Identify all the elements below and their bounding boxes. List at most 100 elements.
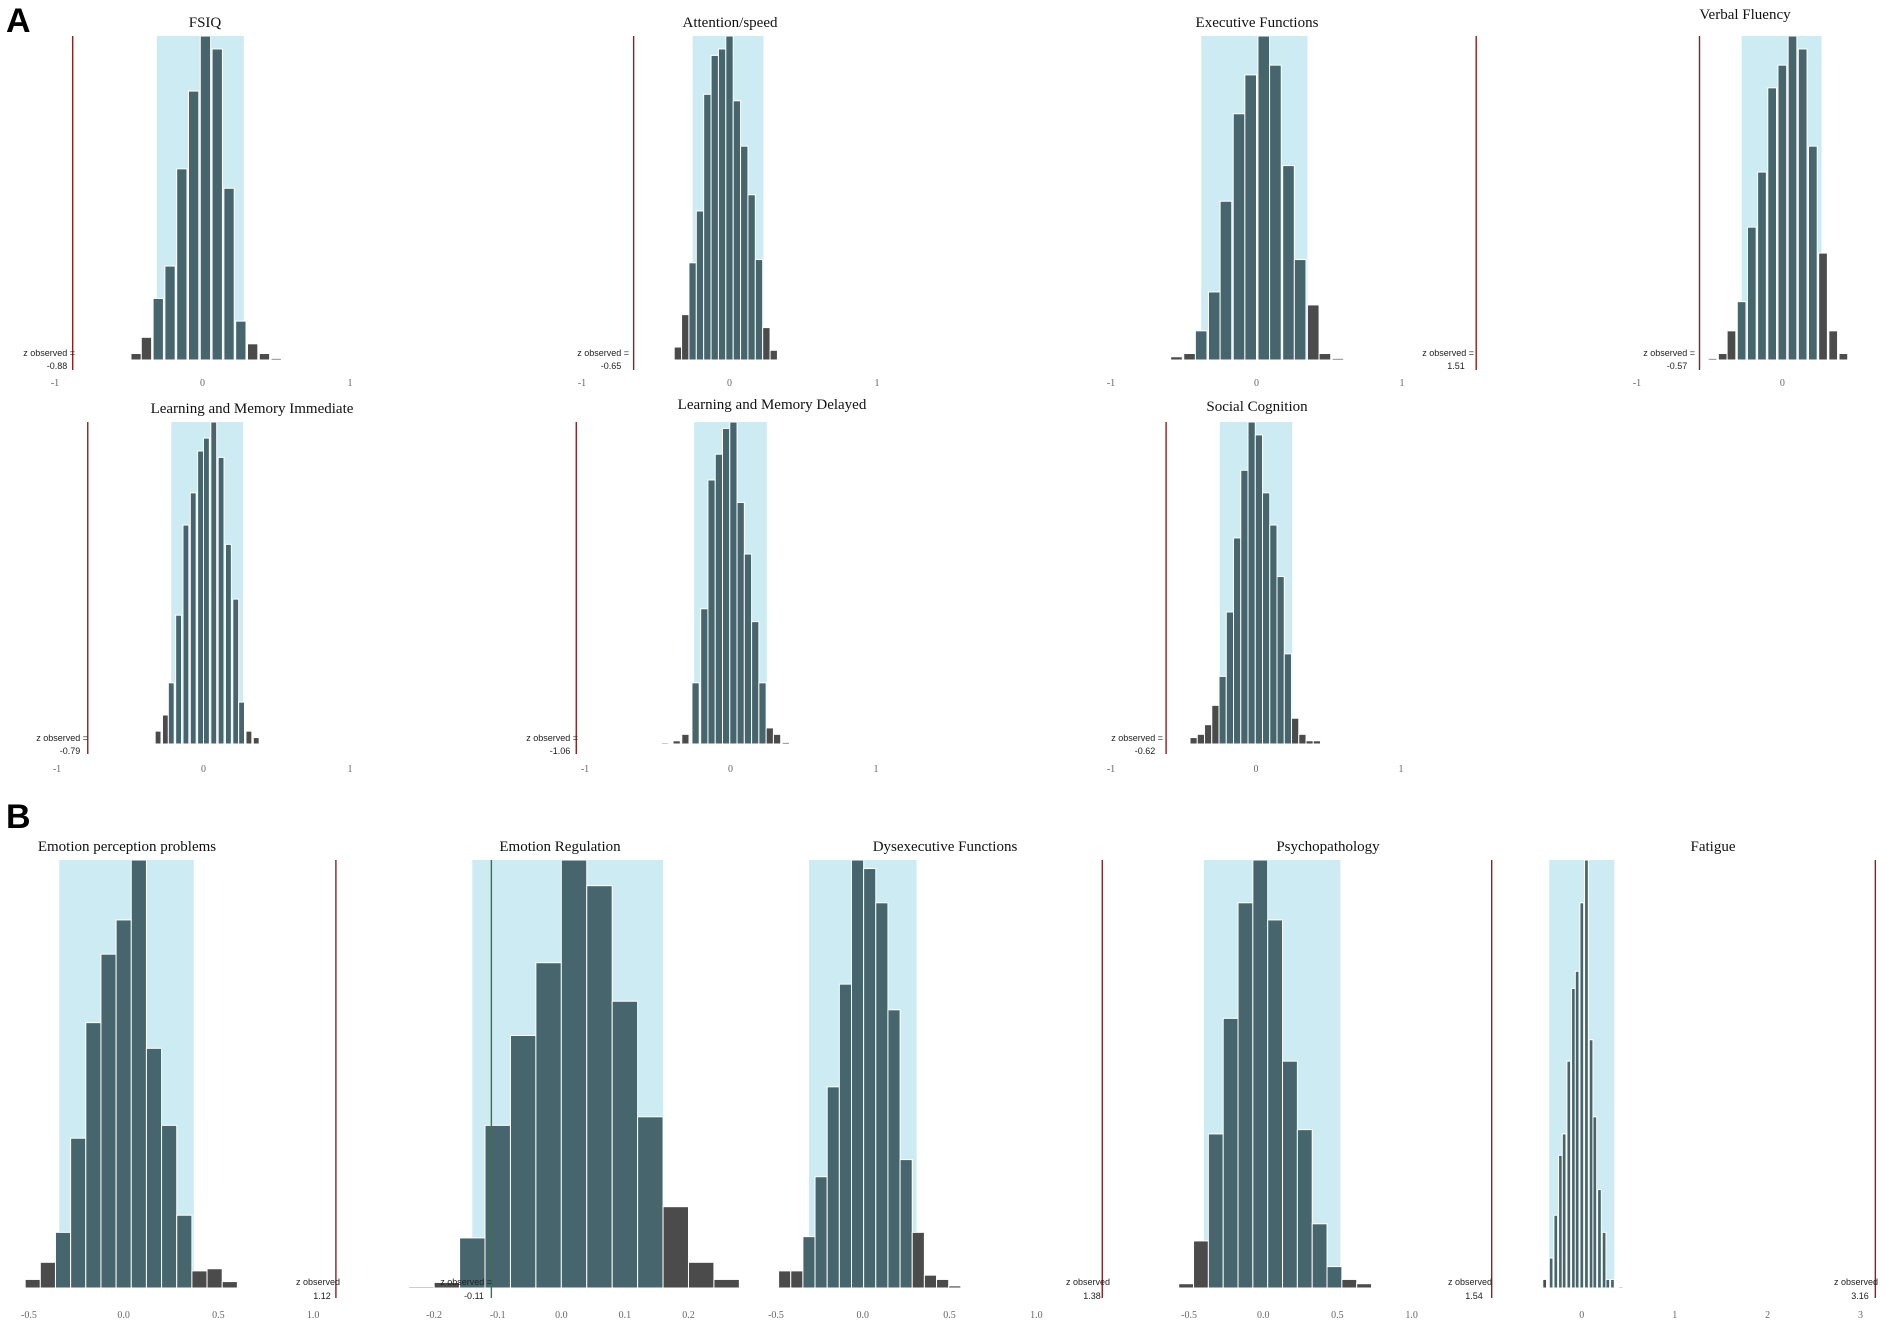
histogram-bar: [191, 1270, 208, 1289]
histogram-bar: [189, 492, 197, 745]
histogram-bar: [1283, 653, 1293, 745]
histogram-bar: [725, 35, 734, 361]
tick-label: 0: [200, 378, 205, 389]
histogram-bar: [662, 1206, 689, 1289]
tick-label: 0.5: [943, 1310, 956, 1321]
histogram-bar: [778, 1270, 792, 1289]
histogram-bar: [1305, 740, 1314, 745]
histogram-bar: [1356, 1283, 1373, 1289]
tick-label: -0.1: [490, 1310, 506, 1321]
tick-label: 1: [1399, 764, 1404, 775]
histogram-bar: [1548, 1257, 1554, 1289]
histogram-bar: [100, 953, 117, 1289]
histogram-bar: [751, 621, 760, 745]
z-observed-label: z observed: [1448, 1277, 1492, 1287]
z-observed-label: z observed: [1066, 1277, 1110, 1287]
subplot: Social Cognition z observed = -0.62 -1 0 1: [1107, 399, 1404, 775]
histogram-bar: [24, 1278, 41, 1289]
tick-label: -1: [578, 378, 586, 389]
subplot: FSIQ z observed = -0.88 -1 0 1: [23, 15, 352, 389]
subplot-title: Attention/speed: [683, 15, 778, 31]
tick-label: 0: [727, 378, 732, 389]
tick-label: 0.1: [619, 1310, 632, 1321]
histogram-bar: [802, 1236, 816, 1289]
tick-label: 0.0: [857, 1310, 870, 1321]
histogram-bar: [1574, 970, 1580, 1289]
histogram-bar: [1170, 356, 1183, 361]
histogram-bar: [691, 682, 700, 745]
histogram-bar: [826, 1086, 840, 1289]
histogram-bar: [252, 737, 260, 745]
tick-label: 1.0: [307, 1310, 320, 1321]
histogram-bar: [1306, 304, 1320, 361]
histogram-bar: [197, 450, 204, 745]
histogram-bar: [1219, 200, 1233, 361]
subplot-title: Executive Functions: [1196, 15, 1319, 31]
histogram-bar: [70, 1137, 87, 1289]
histogram-bar: [713, 1278, 740, 1289]
histogram-bar: [1838, 353, 1849, 361]
z-observed-value: 1.54: [1465, 1291, 1483, 1301]
subplot-title: FSIQ: [189, 15, 222, 31]
z-observed-value: -0.11: [464, 1291, 484, 1301]
tick-label: 1: [874, 764, 879, 775]
histogram-bar: [246, 343, 259, 361]
tick-label: 0.0: [117, 1310, 130, 1321]
histogram-bar: [1282, 165, 1295, 361]
tick-label: -1: [51, 378, 59, 389]
z-observed-label: z observed =: [526, 733, 578, 743]
tick-label: -0.5: [768, 1310, 784, 1321]
z-observed-label: z observed =: [577, 348, 629, 358]
histogram-bar: [754, 259, 764, 361]
subplot: Learning and Memory Immediate z observed …: [36, 401, 354, 775]
tick-label: -1: [581, 764, 589, 775]
histogram-bar: [1797, 48, 1808, 361]
histogram-bar: [1194, 330, 1208, 361]
tick-label: 0.5: [1331, 1310, 1344, 1321]
histogram-bar: [1707, 357, 1718, 361]
histogram-bar: [875, 902, 889, 1289]
tick-label: 3: [1858, 1310, 1863, 1321]
histogram-bar: [175, 614, 183, 745]
histogram-bar: [408, 1286, 435, 1289]
histogram-bar: [161, 714, 169, 745]
histogram-bar: [1207, 291, 1221, 361]
histogram-bar: [1269, 64, 1282, 361]
tick-label: -1: [53, 764, 61, 775]
histogram-bar: [1204, 724, 1213, 745]
histogram-bar: [1777, 64, 1788, 361]
histogram-bar: [1254, 434, 1264, 745]
z-observed-label: z observed =: [1422, 348, 1474, 358]
histogram-bar: [1222, 1017, 1239, 1289]
z-observed-label: z observed =: [1643, 348, 1695, 358]
tick-label: 1: [875, 378, 880, 389]
tick-label: 1: [348, 378, 353, 389]
subplot: Verbal Fluency z observed = -0.57 -1 0: [1633, 7, 1849, 389]
histogram-bar: [217, 456, 225, 745]
z-observed-label: z observed =: [1111, 733, 1163, 743]
histogram-bar: [1211, 704, 1220, 745]
histogram-bar: [790, 1270, 804, 1289]
histogram-bar: [1787, 35, 1798, 361]
histogram-bar: [703, 93, 712, 361]
histogram-bar: [611, 1000, 639, 1289]
subplot-title: Emotion Regulation: [499, 839, 621, 855]
subplot-title: Dysexecutive Functions: [873, 839, 1018, 855]
subplot: Psychopathology z observed 1.54 -0.5 0.0 0.5 1…: [1163, 839, 1493, 1321]
panel-label-b: B: [6, 798, 31, 836]
histogram-bar: [1757, 171, 1767, 361]
subplot-title: Social Cognition: [1206, 399, 1308, 415]
subplot: Executive Functions z observed = 1.51 -1 0 1: [1107, 15, 1477, 389]
subplot-title: Emotion perception problems: [38, 839, 216, 855]
histogram-bar: [161, 1124, 178, 1289]
tick-label: -0.5: [1181, 1310, 1197, 1321]
histogram-bar: [717, 48, 727, 361]
histogram-bar: [747, 194, 756, 361]
subplot: Emotion Regulation z observed = -0.11 -0.2 -…: [408, 839, 740, 1321]
histogram-bar: [154, 730, 162, 745]
tick-label: 0.5: [212, 1310, 225, 1321]
z-observed-value: -0.79: [60, 746, 81, 756]
z-observed-value: 1.38: [1083, 1291, 1101, 1301]
histogram-bar: [221, 1281, 238, 1289]
histogram-bar: [1584, 859, 1589, 1289]
